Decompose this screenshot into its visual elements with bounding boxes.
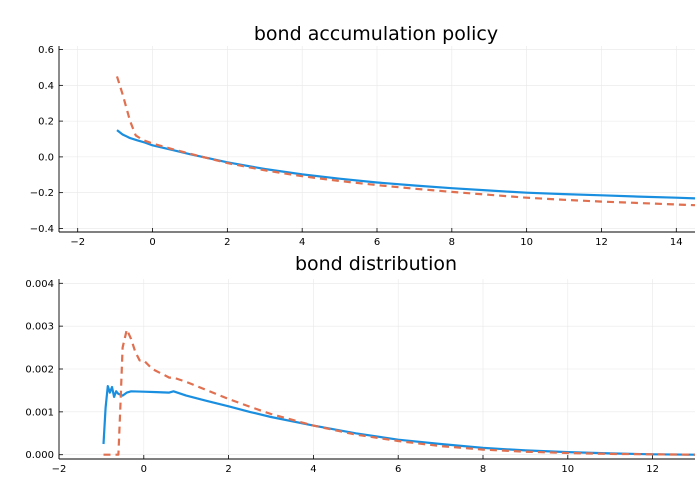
policy-x-tick-label: 0: [149, 237, 155, 248]
distribution-y-tick-label: 0.003: [25, 322, 54, 333]
distribution-y-tick-label: 0.001: [25, 407, 54, 418]
policy-series-2-line: [115, 76, 696, 207]
policy-chart-title: bond accumulation policy: [254, 23, 498, 45]
distribution-series-2-line: [103, 328, 696, 456]
policy-y-tick-label: 0.4: [38, 81, 54, 92]
policy-chart-series: [115, 76, 696, 207]
policy-x-tick-label: 12: [595, 237, 608, 248]
policy-series-1-line: [116, 129, 696, 200]
distribution-chart-panel: bond distribution −2 0 2 4 6 8 10 12 0.000 0.001 0…: [25, 253, 696, 475]
distribution-y-tick-label: 0.004: [25, 279, 54, 290]
policy-x-tick-label: 2: [224, 237, 230, 248]
distribution-x-tick-label: 12: [646, 464, 659, 475]
distribution-chart-axes: [58, 279, 695, 460]
policy-x-tick-label: 6: [374, 237, 380, 248]
policy-x-tick-label: 4: [299, 237, 305, 248]
distribution-chart-title: bond distribution: [295, 253, 457, 275]
distribution-x-tick-label: −2: [52, 464, 67, 475]
distribution-y-tick-label: 0.002: [25, 365, 54, 376]
policy-x-tick-label: 10: [520, 237, 533, 248]
distribution-chart-series: [102, 328, 696, 456]
distribution-chart-tick-labels: −2 0 2 4 6 8 10 12 0.000 0.001 0.002 0.003 0.004: [25, 279, 659, 475]
distribution-x-tick-label: 8: [480, 464, 486, 475]
distribution-chart-grid: [58, 279, 695, 459]
distribution-x-tick-label: 4: [310, 464, 316, 475]
policy-y-tick-label: 0.6: [38, 45, 54, 56]
distribution-series-1-line: [102, 385, 696, 456]
distribution-x-tick-label: 6: [395, 464, 401, 475]
policy-chart-tick-labels: −2 0 2 4 6 8 10 12 14 −0.4 −0.2 0.0 0.2 0.4 0.6: [30, 45, 683, 248]
policy-x-tick-label: 8: [449, 237, 455, 248]
policy-y-tick-label: 0.0: [38, 152, 54, 163]
policy-chart-panel: bond accumulation policy −2 0 2 4 6 8 10 12 14 −0…: [30, 23, 696, 248]
policy-x-tick-label: 14: [670, 237, 683, 248]
policy-y-tick-label: −0.4: [30, 224, 54, 235]
policy-x-tick-label: −2: [70, 237, 85, 248]
distribution-y-tick-label: 0.000: [25, 450, 54, 461]
distribution-x-tick-label: 2: [225, 464, 231, 475]
distribution-x-tick-label: 0: [141, 464, 147, 475]
distribution-x-tick-label: 10: [561, 464, 574, 475]
policy-chart-axes: [58, 46, 695, 233]
policy-y-tick-label: −0.2: [30, 188, 54, 199]
policy-y-tick-label: 0.2: [38, 117, 54, 128]
